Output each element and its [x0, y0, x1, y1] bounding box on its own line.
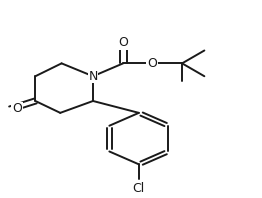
Text: O: O — [118, 36, 128, 49]
Text: Cl: Cl — [133, 182, 145, 195]
Text: N: N — [88, 70, 98, 83]
Text: O: O — [147, 57, 157, 70]
Text: O: O — [12, 102, 22, 115]
